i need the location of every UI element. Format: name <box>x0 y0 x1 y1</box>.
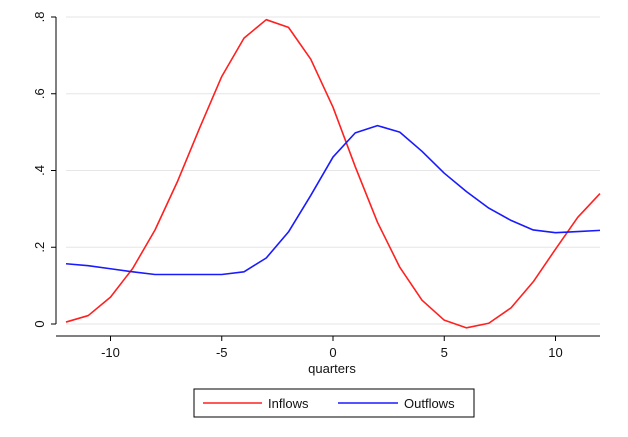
x-tick-label: 0 <box>329 345 336 360</box>
x-tick-label: 10 <box>548 345 562 360</box>
legend: Inflows Outflows <box>193 388 475 418</box>
legend-label-outflows: Outflows <box>404 396 455 411</box>
x-tick-label: -5 <box>216 345 228 360</box>
x-axis-title: quarters <box>308 361 356 376</box>
series-lines <box>65 18 601 329</box>
series-line-outflows <box>65 124 601 276</box>
y-tick-label: .6 <box>32 88 47 99</box>
x-tick-label: -10 <box>101 345 120 360</box>
axis-ticks: 0 .2 .4 .6 .8 -10 -5 0 5 10 <box>32 12 563 360</box>
y-tick-label: .4 <box>32 165 47 176</box>
series-line-inflows <box>65 18 601 329</box>
y-tick-label: 0 <box>32 320 47 327</box>
y-tick-label: .2 <box>32 242 47 253</box>
axes <box>55 17 600 337</box>
gridlines <box>66 16 600 325</box>
y-tick-label: .8 <box>32 12 47 23</box>
legend-label-inflows: Inflows <box>268 396 309 411</box>
x-tick-label: 5 <box>441 345 448 360</box>
